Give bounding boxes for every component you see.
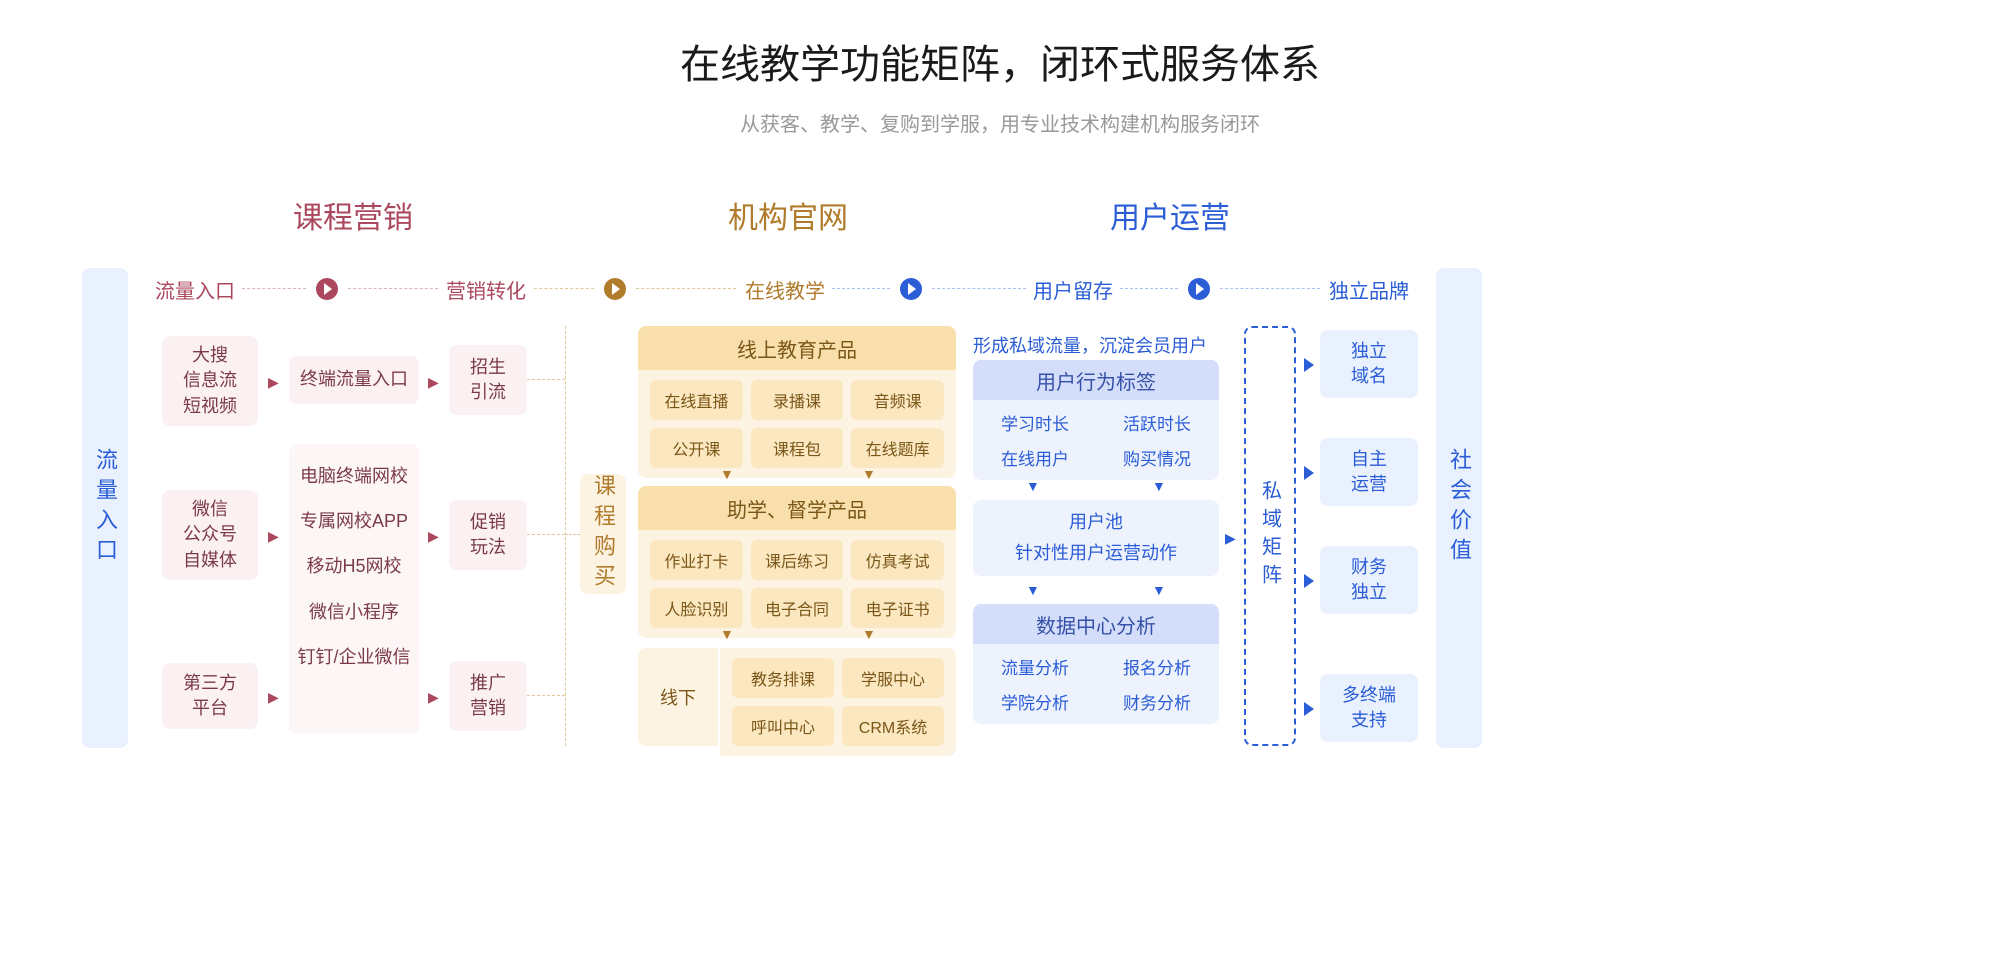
arrow-icon: ▶ <box>428 374 439 391</box>
chip: 在线直播 <box>650 380 743 420</box>
item: 流量分析 <box>1001 654 1069 679</box>
item: 活跃时长 <box>1123 410 1191 435</box>
item: 购买情况 <box>1123 445 1191 470</box>
chip: 人脸识别 <box>650 588 743 628</box>
brand-3: 财务 独立 <box>1320 546 1418 614</box>
terminal-6: 钉钉/企业微信 <box>297 645 410 670</box>
brand-4: 多终端 支持 <box>1320 674 1418 742</box>
arrow-down-icon: ▼ <box>862 626 876 642</box>
offline-title: 线下 <box>638 648 718 746</box>
user-pool: 用户池 针对性用户运营动作 <box>973 500 1219 576</box>
item: 财务分析 <box>1123 689 1191 714</box>
behavior-body: 学习时长 活跃时长 在线用户 购买情况 <box>973 400 1219 480</box>
page-subtitle: 从获客、教学、复购到学服，用专业技术构建机构服务闭环 <box>0 108 2000 137</box>
item: 在线用户 <box>1001 445 1069 470</box>
chip: CRM系统 <box>842 706 944 746</box>
section-marketing: 课程营销 <box>293 193 413 237</box>
play-icon <box>316 278 338 300</box>
terminal-4: 移动H5网校 <box>306 554 401 579</box>
pool-l2: 针对性用户运营动作 <box>1015 538 1177 569</box>
analysis-body: 流量分析 报名分析 学院分析 财务分析 <box>973 644 1219 724</box>
stage-5: 独立品牌 <box>1329 275 1409 304</box>
section-ops: 用户运营 <box>1110 193 1230 237</box>
arrow-icon: ▶ <box>268 374 279 391</box>
item: 报名分析 <box>1123 654 1191 679</box>
arrow-down-icon: ▼ <box>1152 478 1166 494</box>
chip: 电子合同 <box>751 588 844 628</box>
analysis-title: 数据中心分析 <box>973 604 1219 644</box>
terminal-5: 微信小程序 <box>309 600 399 625</box>
pillar-purchase: 课程购买 <box>580 474 626 594</box>
chip: 音频课 <box>851 380 944 420</box>
stage-2: 营销转化 <box>446 275 526 304</box>
arrow-icon: ▶ <box>268 528 279 545</box>
chip: 呼叫中心 <box>732 706 834 746</box>
ops-caption: 形成私域流量，沉淀会员用户 <box>973 332 1207 358</box>
arrow-icon: ▶ <box>268 689 279 706</box>
chip: 课后练习 <box>751 540 844 580</box>
terminal-1: 终端流量入口 <box>289 356 419 404</box>
triangle-icon <box>1304 358 1314 372</box>
stage-3: 在线教学 <box>745 275 825 304</box>
source-c: 第三方 平台 <box>162 663 258 729</box>
stage-4: 用户留存 <box>1033 275 1113 304</box>
offline-body: 教务排课 学服中心 呼叫中心 CRM系统 <box>720 648 956 756</box>
chip: 作业打卡 <box>650 540 743 580</box>
chip: 教务排课 <box>732 658 834 698</box>
brand-2: 自主 运营 <box>1320 438 1418 506</box>
arrow-down-icon: ▼ <box>720 466 734 482</box>
convert-2: 促销 玩法 <box>449 500 527 570</box>
play-icon <box>900 278 922 300</box>
convert-1: 招生 引流 <box>449 345 527 415</box>
chip: 录播课 <box>751 380 844 420</box>
chip: 学服中心 <box>842 658 944 698</box>
play-icon <box>604 278 626 300</box>
terminal-3: 专属网校APP <box>300 509 408 534</box>
stage-1: 流量入口 <box>155 275 235 304</box>
triangle-icon <box>1304 466 1314 480</box>
chip: 课程包 <box>751 428 844 468</box>
arrow-down-icon: ▼ <box>720 626 734 642</box>
section-org: 机构官网 <box>728 193 848 237</box>
play-icon <box>1188 278 1210 300</box>
arrow-down-icon: ▼ <box>862 466 876 482</box>
pillar-value: 社会价值 <box>1436 268 1482 748</box>
triangle-icon <box>1304 574 1314 588</box>
arrow-down-icon: ▼ <box>1026 478 1040 494</box>
chip: 在线题库 <box>851 428 944 468</box>
arrow-down-icon: ▼ <box>1152 582 1166 598</box>
arrow-right-icon: ▶ <box>1225 530 1236 547</box>
pool-l1: 用户池 <box>1069 507 1123 538</box>
triangle-icon <box>1304 702 1314 716</box>
assist-title: 助学、督学产品 <box>638 486 956 530</box>
convert-3: 推广 营销 <box>449 661 527 731</box>
item: 学习时长 <box>1001 410 1069 435</box>
online-title: 线上教育产品 <box>638 326 956 370</box>
terminals-group: 电脑终端网校 专属网校APP 移动H5网校 微信小程序 钉钉/企业微信 <box>289 444 419 734</box>
pillar-traffic: 流量入口 <box>82 268 128 748</box>
chip: 公开课 <box>650 428 743 468</box>
brand-1: 独立 域名 <box>1320 330 1418 398</box>
source-a: 大搜 信息流 短视频 <box>162 336 258 426</box>
arrow-icon: ▶ <box>428 689 439 706</box>
assist-body: 作业打卡 课后练习 仿真考试 人脸识别 电子合同 电子证书 <box>638 530 956 638</box>
pillar-private: 私域矩阵 <box>1244 326 1296 746</box>
chip: 电子证书 <box>851 588 944 628</box>
terminal-2: 电脑终端网校 <box>300 464 408 489</box>
online-body: 在线直播 录播课 音频课 公开课 课程包 在线题库 <box>638 370 956 478</box>
behavior-title: 用户行为标签 <box>973 360 1219 400</box>
source-b: 微信 公众号 自媒体 <box>162 490 258 580</box>
arrow-icon: ▶ <box>428 528 439 545</box>
arrow-down-icon: ▼ <box>1026 582 1040 598</box>
chip: 仿真考试 <box>851 540 944 580</box>
page-title: 在线教学功能矩阵，闭环式服务体系 <box>0 0 2000 90</box>
item: 学院分析 <box>1001 689 1069 714</box>
